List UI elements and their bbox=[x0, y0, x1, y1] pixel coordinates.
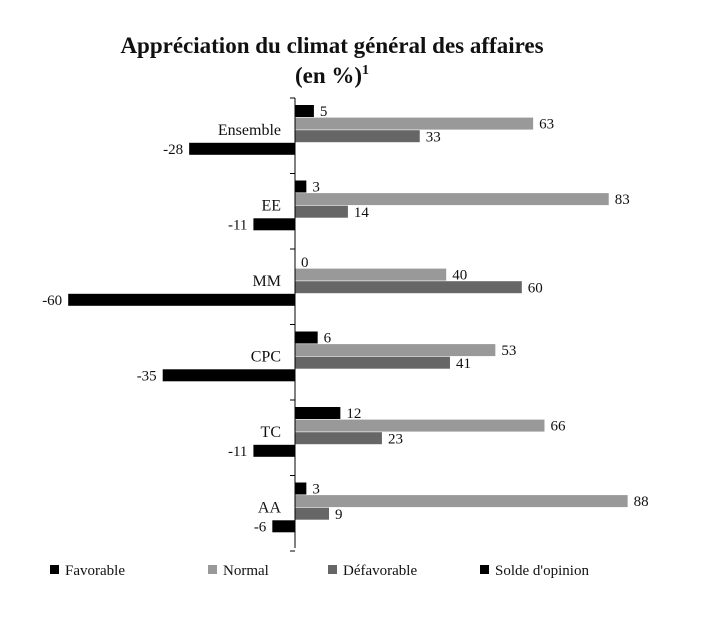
value-label-mm-favorable: 0 bbox=[301, 255, 309, 271]
bar-aa-solde-d-opinion bbox=[272, 520, 295, 533]
value-label-tc-defavorable: 23 bbox=[388, 431, 403, 447]
legend: Favorable Normal Défavorable Solde d'opinio… bbox=[50, 563, 589, 579]
category-label-mm: MM bbox=[253, 273, 281, 290]
value-label-cpc-favorable: 6 bbox=[324, 331, 332, 347]
bar-ee-solde-d-opinion bbox=[253, 218, 295, 231]
category-label-ensemble: Ensemble bbox=[218, 122, 281, 139]
value-label-ensemble-solde-d-opinion: -28 bbox=[163, 142, 183, 158]
value-label-ee-defavorable: 14 bbox=[354, 205, 370, 221]
category-label-tc: TC bbox=[261, 424, 281, 441]
bar-mm-defavorable bbox=[295, 281, 522, 294]
bar-ee-defavorable bbox=[295, 205, 348, 218]
value-label-ee-favorable: 3 bbox=[312, 180, 320, 196]
value-label-mm-defavorable: 60 bbox=[528, 280, 543, 296]
category-label-cpc: CPC bbox=[251, 349, 281, 366]
legend-label-solde-d-opinion: Solde d'opinion bbox=[495, 563, 589, 579]
bar-aa-normal bbox=[295, 495, 628, 508]
value-label-ee-solde-d-opinion: -11 bbox=[228, 217, 247, 233]
legend-swatch-defavorable bbox=[328, 565, 337, 574]
bar-tc-normal bbox=[295, 419, 545, 432]
legend-label-normal: Normal bbox=[223, 563, 269, 579]
value-label-aa-solde-d-opinion: -6 bbox=[254, 519, 267, 535]
bar-tc-defavorable bbox=[295, 432, 382, 445]
legend-swatch-solde-d-opinion bbox=[480, 565, 489, 574]
bar-ensemble-solde-d-opinion bbox=[189, 142, 295, 155]
bar-aa-favorable bbox=[295, 482, 307, 495]
category-label-ee: EE bbox=[261, 198, 281, 215]
value-label-mm-normal: 40 bbox=[452, 268, 467, 284]
bar-tc-favorable bbox=[295, 407, 341, 419]
bar-cpc-defavorable bbox=[295, 356, 450, 369]
bar-cpc-solde-d-opinion bbox=[162, 369, 295, 382]
value-label-tc-normal: 66 bbox=[550, 419, 566, 435]
value-label-ensemble-normal: 63 bbox=[539, 117, 554, 133]
value-label-ensemble-favorable: 5 bbox=[320, 104, 328, 120]
bar-mm-normal bbox=[295, 268, 447, 281]
value-label-tc-solde-d-opinion: -11 bbox=[228, 444, 247, 460]
bar-cpc-normal bbox=[295, 344, 496, 357]
bar-aa-defavorable bbox=[295, 507, 330, 520]
bar-ee-favorable bbox=[295, 180, 307, 193]
bar-ensemble-normal bbox=[295, 117, 534, 130]
chart-title: Appréciation du climat général des affai… bbox=[120, 33, 543, 58]
bar-ensemble-favorable bbox=[295, 105, 314, 117]
bar-mm-solde-d-opinion bbox=[68, 293, 295, 306]
value-label-cpc-defavorable: 41 bbox=[456, 356, 471, 372]
category-label-aa: AA bbox=[258, 500, 282, 517]
chart-subtitle-superscript: 1 bbox=[362, 63, 369, 78]
value-label-tc-favorable: 12 bbox=[346, 406, 361, 422]
bar-tc-solde-d-opinion bbox=[253, 444, 295, 457]
bar-ensemble-defavorable bbox=[295, 130, 420, 143]
chart-subtitle: (en %)1 bbox=[295, 63, 369, 88]
legend-label-favorable: Favorable bbox=[65, 563, 125, 579]
value-label-ee-normal: 83 bbox=[615, 192, 630, 208]
value-label-cpc-normal: 53 bbox=[501, 343, 516, 359]
value-label-cpc-solde-d-opinion: -35 bbox=[137, 368, 157, 384]
chart-subtitle-main: (en %) bbox=[295, 63, 362, 88]
legend-swatch-favorable bbox=[50, 565, 59, 574]
value-label-ensemble-defavorable: 33 bbox=[426, 129, 441, 145]
bar-ee-normal bbox=[295, 193, 609, 206]
value-label-aa-defavorable: 9 bbox=[335, 507, 343, 523]
bar-cpc-favorable bbox=[295, 331, 318, 344]
value-label-aa-favorable: 3 bbox=[312, 482, 320, 498]
legend-swatch-normal bbox=[208, 565, 217, 574]
value-label-mm-solde-d-opinion: -60 bbox=[42, 293, 62, 309]
plot-area: 5 63 33 -28 Ensemble 3 83 14 -11 EE 0 40 60 -60 MM 6 53 4… bbox=[42, 97, 649, 552]
legend-label-defavorable: Défavorable bbox=[343, 563, 417, 579]
value-label-aa-normal: 88 bbox=[634, 494, 649, 510]
